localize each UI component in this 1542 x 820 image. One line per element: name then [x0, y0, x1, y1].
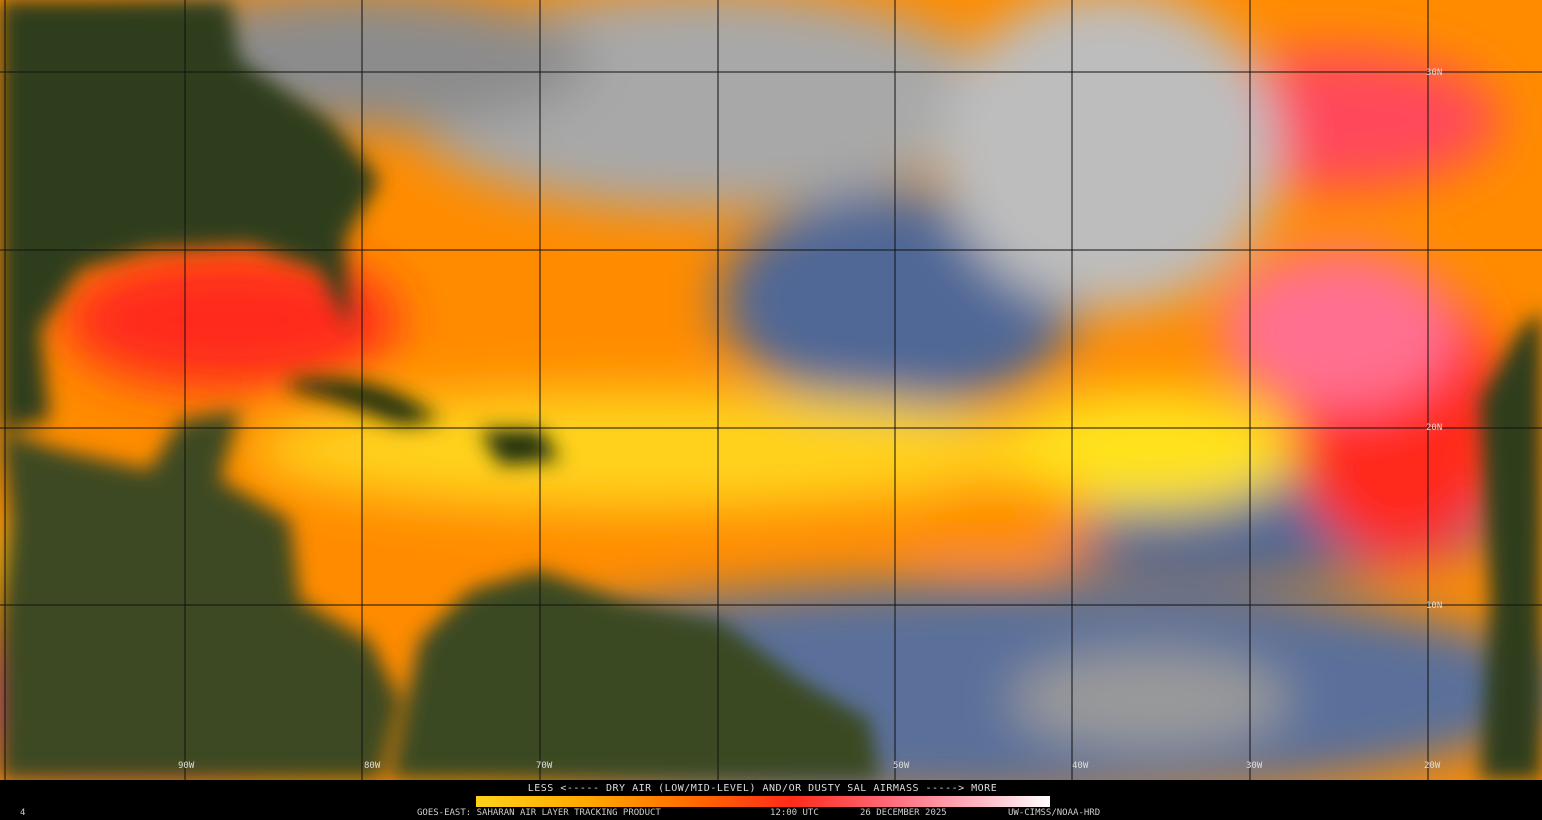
longitude-label: 30W: [1246, 761, 1263, 771]
graticule-labels: 30N 20N 10N 90W 80W 70W 50W 40W 30W 20W: [178, 68, 1442, 771]
date: 26 DECEMBER 2025: [860, 808, 947, 818]
graticule: [0, 0, 1542, 780]
credit: UW-CIMSS/NOAA-HRD: [1008, 808, 1101, 818]
product-name: GOES-EAST: SAHARAN AIR LAYER TRACKING PR…: [417, 808, 661, 818]
longitude-label: 40W: [1072, 761, 1089, 771]
satellite-map: 30N 20N 10N 90W 80W 70W 50W 40W 30W 20W: [0, 0, 1542, 780]
longitude-label: 70W: [536, 761, 553, 771]
legend-caption: LESS <----- DRY AIR (LOW/MID-LEVEL) AND/…: [527, 783, 998, 794]
longitude-label: 50W: [893, 761, 910, 771]
latitude-label: 20N: [1426, 423, 1442, 433]
airmass-field: [0, 0, 1542, 780]
longitude-label: 90W: [178, 761, 195, 771]
latitude-label: 10N: [1426, 601, 1442, 611]
color-bar: [476, 796, 1050, 807]
frame-number: 4: [20, 808, 26, 818]
land: [0, 0, 1542, 780]
latitude-label: 30N: [1426, 68, 1442, 78]
longitude-label: 20W: [1424, 761, 1441, 771]
time: 12:00 UTC: [770, 808, 819, 818]
longitude-label: 80W: [364, 761, 381, 771]
